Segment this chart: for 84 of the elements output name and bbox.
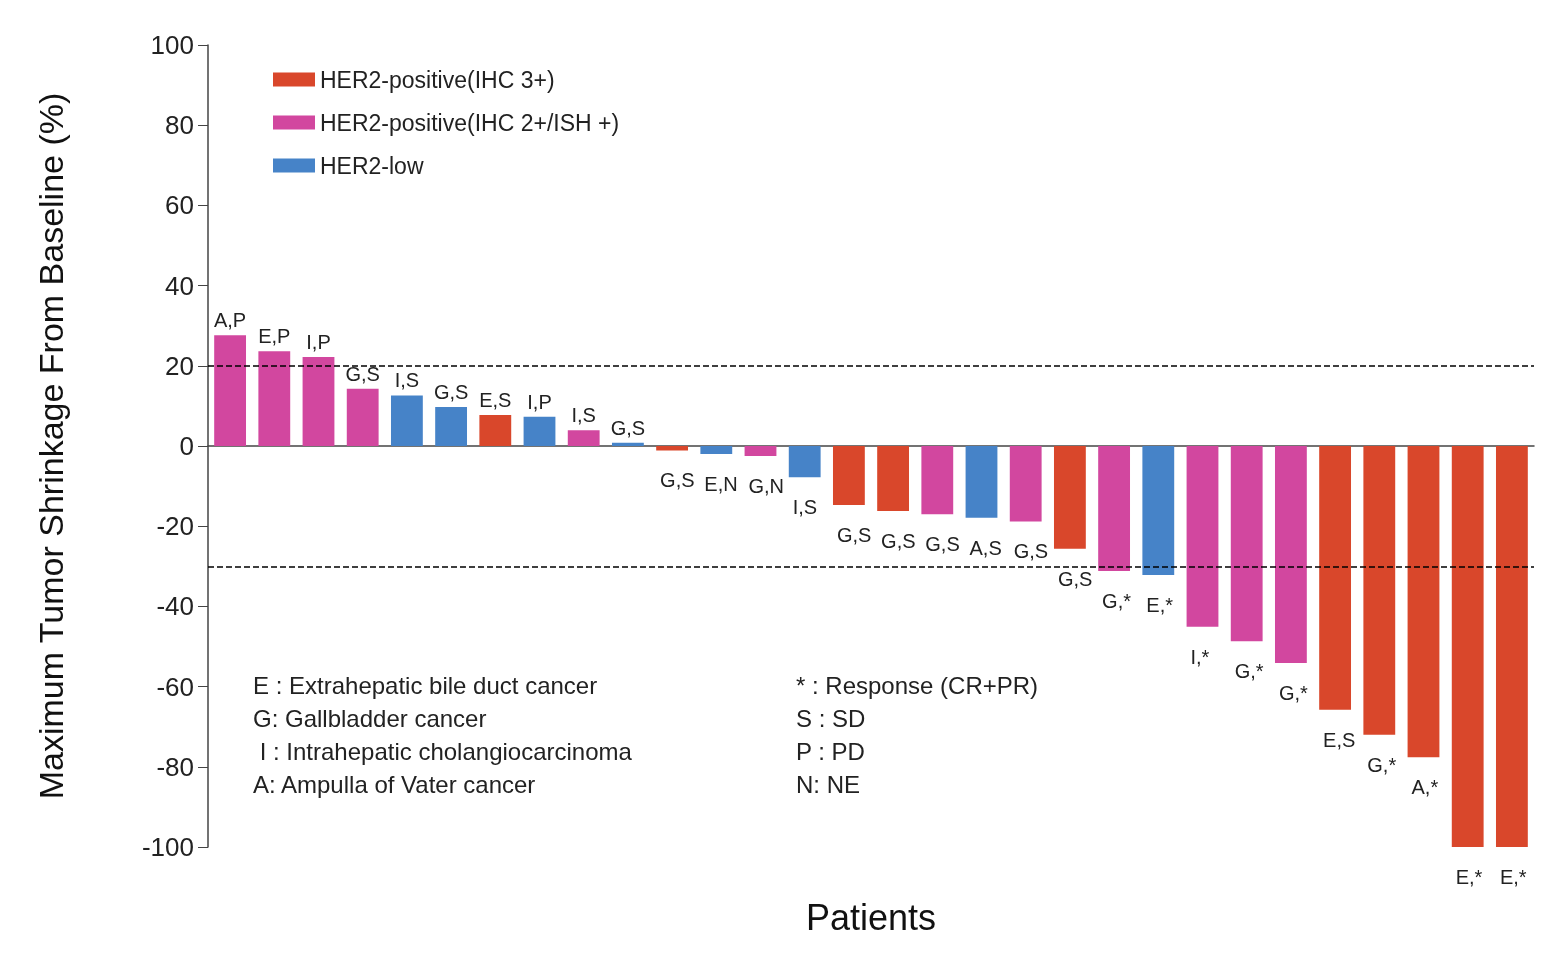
bar [965, 446, 998, 518]
y-tick-label: -20 [156, 511, 194, 542]
bar [258, 351, 291, 446]
data-label: I,S [394, 369, 420, 392]
bar [832, 446, 865, 505]
bar [744, 446, 777, 457]
annotation: A: Ampulla of Vater cancer [253, 770, 536, 798]
data-label: E,N [704, 473, 738, 496]
data-label: A,* [1411, 776, 1439, 799]
legend-label: HER2-positive(IHC 3+) [320, 66, 555, 93]
annotation: I : Intrahepatic cholangiocarcinoma [253, 737, 633, 765]
data-label: I,P [527, 390, 552, 413]
bar [567, 430, 600, 446]
data-label: G,S [660, 469, 695, 492]
bar [611, 442, 644, 446]
y-axis-title: Maximum Tumor Shrinkage From Baseline (%) [32, 92, 70, 800]
data-label: G,S [1013, 540, 1049, 563]
data-label: G,* [1278, 681, 1309, 704]
bar [1009, 446, 1042, 522]
data-label: G,S [1057, 567, 1093, 590]
data-label: G,S [345, 362, 380, 385]
bar [1451, 446, 1484, 847]
data-label: G,* [1234, 660, 1264, 683]
y-tick-label: 100 [150, 30, 194, 60]
annotation: S : SD [796, 704, 866, 732]
data-label: G,S [881, 529, 916, 552]
legend-label: HER2-low [320, 152, 424, 179]
bar [1274, 446, 1307, 663]
bar [1142, 446, 1175, 576]
data-label: E,S [479, 389, 512, 412]
bar [921, 446, 954, 515]
bar [346, 388, 379, 446]
bar [302, 356, 335, 446]
annotation: * : Response (CR+PR) [796, 671, 1039, 699]
annotation: E : Extrahepatic bile duct cancer [253, 671, 598, 699]
x-axis-title: Patients [805, 896, 937, 938]
y-tick-label: -40 [156, 591, 194, 622]
annotation: P : PD [796, 737, 865, 765]
bar [1053, 446, 1086, 549]
data-label: E,P [258, 325, 291, 348]
data-label: E,* [1455, 866, 1483, 888]
bar [788, 446, 821, 478]
data-label: G,N [748, 475, 785, 498]
bar [1495, 446, 1528, 847]
y-tick-label: -60 [156, 671, 194, 702]
y-tick-label: 80 [165, 110, 194, 141]
data-label: E,* [1146, 594, 1174, 617]
bar [1319, 446, 1352, 710]
data-label: G,S [433, 381, 469, 404]
y-tick-label: 40 [165, 270, 194, 301]
bar [390, 395, 423, 446]
data-label: G,S [925, 533, 960, 556]
bar [877, 446, 910, 511]
bar [1363, 446, 1396, 735]
bar [700, 446, 733, 455]
bar [1407, 446, 1440, 758]
data-label: G,* [1367, 753, 1397, 776]
bar [1230, 446, 1263, 642]
bar [523, 416, 556, 446]
y-tick-label: 0 [179, 431, 194, 461]
bar [214, 335, 247, 446]
bar [1098, 446, 1131, 572]
bar [656, 446, 689, 451]
y-tick-label: 60 [165, 190, 194, 221]
data-label: I,S [571, 404, 596, 427]
data-label: G,S [836, 523, 872, 546]
bar [1186, 446, 1219, 627]
data-label: A,S [969, 536, 1002, 559]
y-tick-label: -100 [141, 832, 194, 862]
data-label: I,P [306, 330, 331, 353]
bar [479, 415, 512, 446]
annotation: N: NE [796, 770, 861, 798]
y-tick-label: -80 [156, 751, 194, 782]
legend-label: HER2-positive(IHC 2+/ISH +) [320, 109, 620, 136]
y-tick-label: 20 [165, 350, 194, 381]
data-label: I,* [1190, 645, 1210, 668]
data-label: A,P [213, 309, 247, 332]
data-label: E,S [1323, 728, 1356, 751]
data-label: G,* [1102, 590, 1132, 613]
data-label: G,S [610, 416, 646, 439]
data-label: E,* [1499, 866, 1527, 888]
bar [435, 407, 468, 446]
annotation: G: Gallbladder cancer [253, 704, 487, 732]
data-label: I,S [792, 496, 818, 519]
